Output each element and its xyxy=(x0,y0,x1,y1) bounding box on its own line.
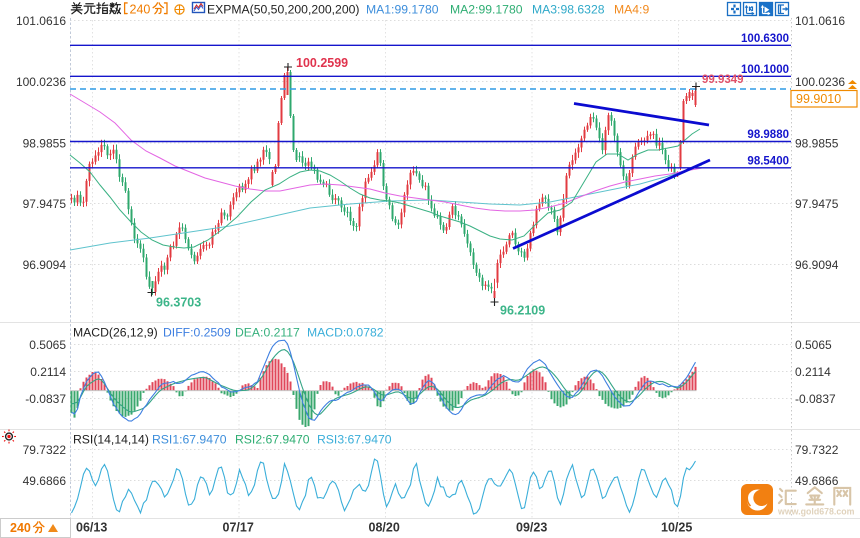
svg-text:98.9855: 98.9855 xyxy=(23,137,67,151)
svg-text:96.9094: 96.9094 xyxy=(795,258,839,272)
svg-text:79.7322: 79.7322 xyxy=(23,443,67,457)
svg-text:98.5400: 98.5400 xyxy=(747,155,789,167)
svg-text:08/20: 08/20 xyxy=(369,521,400,535)
svg-text:RSI3:67.9470: RSI3:67.9470 xyxy=(317,433,392,447)
svg-text:79.7322: 79.7322 xyxy=(795,443,839,457)
svg-text:98.9880: 98.9880 xyxy=(747,129,789,141)
svg-text:0.2114: 0.2114 xyxy=(30,365,66,379)
svg-text:DIFF:0.2509: DIFF:0.2509 xyxy=(163,326,231,340)
svg-text:MA4:9: MA4:9 xyxy=(614,3,649,17)
svg-text:MACD(26,12,9): MACD(26,12,9) xyxy=(73,326,158,340)
svg-text:97.9475: 97.9475 xyxy=(795,197,839,211)
svg-text:100.0236: 100.0236 xyxy=(16,75,66,89)
svg-text:10/25: 10/25 xyxy=(661,521,692,535)
svg-text:100.2599: 100.2599 xyxy=(296,56,348,70)
svg-text:0.5065: 0.5065 xyxy=(795,338,832,352)
svg-text:07/17: 07/17 xyxy=(223,521,254,535)
svg-text:240: 240 xyxy=(10,521,31,535)
svg-text:99.9349: 99.9349 xyxy=(702,74,744,86)
svg-text:96.3703: 96.3703 xyxy=(156,296,201,310)
svg-text:06/13: 06/13 xyxy=(76,521,107,535)
svg-text:www.gold678.com: www.gold678.com xyxy=(777,507,855,517)
svg-text:MACD:0.0782: MACD:0.0782 xyxy=(307,326,384,340)
svg-text:-0.0837: -0.0837 xyxy=(795,392,836,406)
svg-text:DEA:0.2117: DEA:0.2117 xyxy=(235,326,300,340)
svg-text:-0.0837: -0.0837 xyxy=(25,392,66,406)
svg-text:0.5065: 0.5065 xyxy=(29,338,66,352)
svg-text:100.6300: 100.6300 xyxy=(741,33,789,45)
svg-text:RSI2:67.9470: RSI2:67.9470 xyxy=(235,433,310,447)
svg-text:EXPMA(50,50,200,200,200): EXPMA(50,50,200,200,200) xyxy=(207,3,359,17)
svg-text:96.9094: 96.9094 xyxy=(23,258,67,272)
svg-text:101.0616: 101.0616 xyxy=(16,14,66,28)
svg-text:RSI1:67.9470: RSI1:67.9470 xyxy=(152,433,227,447)
svg-text:100.1000: 100.1000 xyxy=(741,64,789,76)
svg-text:0.2114: 0.2114 xyxy=(795,365,831,379)
svg-text:98.9855: 98.9855 xyxy=(795,137,839,151)
svg-text:RSI(14,14,14): RSI(14,14,14) xyxy=(73,433,149,447)
svg-text:49.6866: 49.6866 xyxy=(795,474,839,488)
svg-text:240: 240 xyxy=(130,3,151,17)
svg-text:100.0236: 100.0236 xyxy=(795,75,845,89)
svg-text:96.2109: 96.2109 xyxy=(500,304,545,318)
svg-text:MA3:98.6328: MA3:98.6328 xyxy=(532,3,605,17)
svg-text:MA1:99.1780: MA1:99.1780 xyxy=(366,3,439,17)
svg-text:97.9475: 97.9475 xyxy=(23,197,67,211)
svg-text:49.6866: 49.6866 xyxy=(23,474,67,488)
svg-text:101.0616: 101.0616 xyxy=(795,14,845,28)
svg-text:MA2:99.1780: MA2:99.1780 xyxy=(450,3,523,17)
svg-text:09/23: 09/23 xyxy=(516,521,547,535)
svg-text:99.9010: 99.9010 xyxy=(796,92,841,106)
